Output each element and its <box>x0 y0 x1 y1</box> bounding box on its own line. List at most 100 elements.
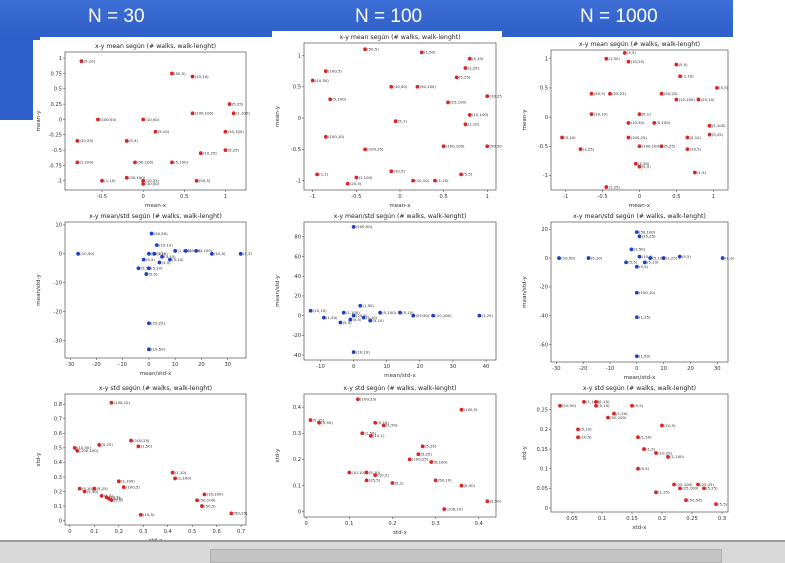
point-label: (100,50) <box>100 117 117 122</box>
point-label: (1,100) <box>80 160 94 165</box>
data-point <box>558 403 562 408</box>
data-point <box>416 452 421 457</box>
data-point <box>441 144 446 149</box>
point-label: (5,10) <box>369 470 381 475</box>
point-label: (1,25) <box>666 255 678 260</box>
point-label: (5,100) <box>382 310 396 315</box>
scrollbar[interactable] <box>210 549 722 563</box>
y-tick-label: -30 <box>54 338 62 344</box>
data-point <box>154 243 159 248</box>
point-label: (5,5) <box>353 317 363 322</box>
point-label: (50,5) <box>204 503 216 508</box>
point-label: (50,5) <box>594 91 606 96</box>
point-label: (5,10) <box>564 135 576 140</box>
point-label: (5,50) <box>638 161 650 166</box>
point-label: (10,5) <box>214 251 226 256</box>
data-point <box>608 91 612 96</box>
chart-title: x-y mean según (# walks, walk-lenght) <box>95 42 216 50</box>
point-label: (5,5) <box>679 62 689 67</box>
x-tick-label: 0.7 <box>237 529 245 535</box>
data-point <box>637 254 642 259</box>
point-label: (1,25) <box>482 313 494 318</box>
point-label: (1,50) <box>424 50 436 55</box>
x-tick-label: 0.6 <box>213 529 221 535</box>
data-point <box>328 97 333 102</box>
point-label: (1,50) <box>634 247 646 252</box>
heading-n30: N = 30 <box>88 6 145 27</box>
data-point <box>170 470 175 475</box>
point-label: (10,100) <box>228 129 245 134</box>
chart-std-n1000: x-y std según (# walks, walk-lenght) 0.05… <box>519 382 734 532</box>
y-tick-label: 0.2 <box>54 489 62 495</box>
data-point <box>351 313 356 318</box>
x-tick-label: -30 <box>66 362 74 368</box>
data-point <box>348 317 353 322</box>
y-tick-label: 0 <box>545 115 548 121</box>
y-tick-label: -1 <box>57 179 62 185</box>
point-label: (5,25) <box>459 75 471 80</box>
data-point <box>310 78 315 83</box>
point-label: (1,50) <box>639 354 651 359</box>
plot-frame <box>64 51 247 191</box>
data-point <box>629 247 634 252</box>
point-label: (5,100) <box>433 459 447 464</box>
point-label: (100,100) <box>446 144 465 149</box>
data-point <box>77 486 82 491</box>
x-tick-label: 0.4 <box>475 521 484 527</box>
x-axis-label: mean-x <box>389 203 411 209</box>
data-point <box>720 256 725 260</box>
x-tick-label: 0 <box>352 364 355 370</box>
x-tick-label: 0.2 <box>115 529 123 535</box>
point-label: (100,50) <box>356 224 373 229</box>
point-label: (1,10) <box>468 122 480 127</box>
x-tick-label: 1 <box>224 194 227 200</box>
data-point <box>351 225 356 229</box>
point-label: (10,50) <box>80 251 94 256</box>
point-label: (25,100) <box>450 100 467 105</box>
point-label: (5,5) <box>141 266 151 271</box>
chart-mean-n1000: x-y mean según (# walks, walk-lenght) -1 -… <box>519 38 734 210</box>
data-point <box>582 399 586 404</box>
point-label: (10,10) <box>415 178 429 183</box>
data-point <box>92 486 97 491</box>
chart-meanstd-n1000: x-y mean/std según (# walks, walk-lenght… <box>519 210 739 382</box>
point-label: (50,100) <box>199 498 216 503</box>
data-point <box>121 485 126 490</box>
data-point <box>442 507 447 512</box>
data-point <box>576 427 580 432</box>
point-label: (1,50) <box>141 444 153 449</box>
data-point <box>634 315 639 320</box>
data-point <box>459 483 464 488</box>
y-tick-label: -0.75 <box>49 163 62 169</box>
data-point <box>160 254 164 259</box>
data-point <box>660 423 664 428</box>
point-label: (5,10) <box>598 403 610 408</box>
x-tick-label: 20 <box>198 362 205 368</box>
data-point <box>626 121 631 125</box>
data-point <box>389 84 394 89</box>
data-point <box>96 117 100 122</box>
data-point <box>557 256 561 260</box>
data-point <box>116 479 121 484</box>
y-tick-label: 0.1 <box>54 504 62 510</box>
x-tick-label: 0.05 <box>566 516 578 522</box>
point-label: (100,5) <box>464 407 478 412</box>
x-axis-label: mean-x <box>145 203 167 209</box>
y-axis-label: mean-y <box>522 109 528 131</box>
x-tick-label: 0 <box>635 366 638 372</box>
plot-frame <box>550 221 729 363</box>
point-label: (25,10) <box>701 97 715 102</box>
point-label: (100,25) <box>631 135 648 140</box>
data-point <box>659 144 664 149</box>
x-tick-label: 0.5 <box>440 194 448 200</box>
point-label: (10,25) <box>489 93 502 98</box>
x-tick-label: -0.5 <box>351 194 361 200</box>
point-label: (5,10) <box>151 266 163 271</box>
y-tick-label: 0 <box>298 313 301 319</box>
data-point <box>368 433 373 438</box>
x-tick-label: 0 <box>68 529 71 535</box>
plot-frame <box>64 393 247 526</box>
x-tick-label: 0 <box>147 362 150 368</box>
point-label: (5,5) <box>149 271 159 276</box>
point-label: (1,100) <box>346 310 360 315</box>
